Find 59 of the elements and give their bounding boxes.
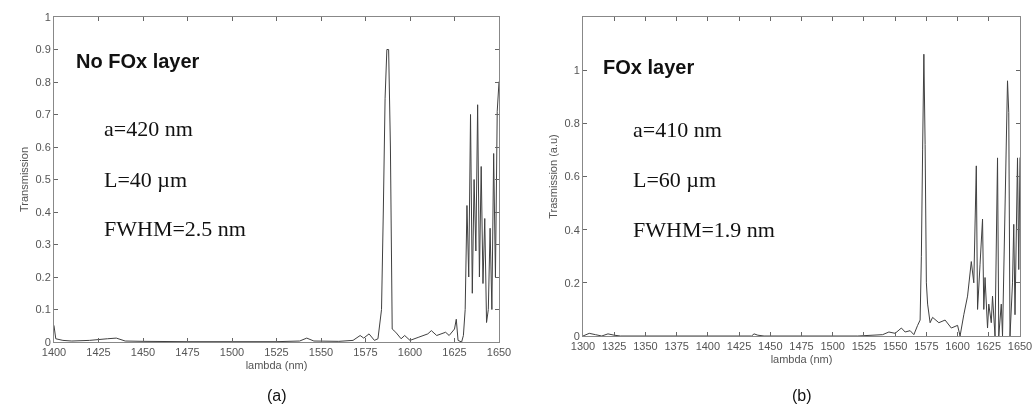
x-tick-label: 1650 [486, 346, 512, 359]
x-tick-label: 1550 [882, 340, 908, 353]
text: (b) [792, 387, 812, 404]
text: (a) [267, 387, 287, 404]
y-tick-label: 0 [44, 335, 51, 348]
annotation: a=410 nm [633, 117, 722, 142]
x-tick-label: 1400 [41, 346, 67, 359]
x-tick-label: 1475 [175, 346, 200, 359]
annotation: L=40 µm [104, 167, 188, 192]
annotation: FOx layer [603, 56, 695, 78]
x-tick-label: 1575 [914, 340, 939, 353]
x-tick-label: 1625 [442, 346, 467, 359]
y-tick-label: 0.7 [35, 108, 51, 121]
line-series [583, 53, 1020, 336]
y-tick-label: 0.8 [35, 75, 51, 88]
x-tick-label: 1475 [789, 340, 814, 353]
x-tick-label: 1500 [820, 340, 845, 353]
y-tick-label: 0 [573, 329, 580, 342]
y-tick-label: 0.4 [564, 223, 580, 236]
annotation: FWHM=1.9 nm [633, 217, 775, 242]
x-tick-label: 1600 [945, 340, 970, 353]
y-tick-label: 0.6 [35, 140, 51, 153]
x-tick-label: 1350 [633, 340, 658, 353]
y-tick-label: 0.3 [35, 238, 51, 251]
x-tick-label: 1575 [353, 346, 378, 359]
x-tick-label: 1450 [758, 340, 783, 353]
y-tick-label: 1 [44, 10, 51, 23]
x-tick-label: 1525 [851, 340, 877, 353]
annotation: a=420 nm [104, 116, 193, 141]
x-tick-label: 1525 [264, 346, 289, 359]
x-tick-label: 1550 [308, 346, 334, 359]
x-tick-label: 1625 [976, 340, 1002, 353]
x-tick-label: 1325 [601, 340, 627, 353]
y-tick-label: 0.4 [35, 205, 51, 218]
y-tick-label: 0.6 [564, 170, 580, 183]
x-tick-label: 1425 [86, 346, 111, 359]
x-tick-label: 1300 [570, 340, 596, 353]
y-tick-label: 0.9 [35, 43, 51, 56]
y-tick-label: 0.2 [564, 276, 580, 289]
y-axis-title: Transmission [18, 147, 31, 212]
y-tick-label: 1 [573, 64, 580, 77]
x-tick-label: 1500 [219, 346, 245, 359]
x-axis-title: lambda (nm) [770, 353, 833, 366]
x-tick-label: 1400 [695, 340, 721, 353]
x-tick-label: 1600 [397, 346, 423, 359]
x-tick-label: 1650 [1007, 340, 1033, 353]
y-tick-label: 0.5 [35, 173, 51, 186]
x-tick-label: 1375 [664, 340, 689, 353]
y-tick-label: 0.8 [564, 117, 580, 130]
x-tick-label: 1450 [130, 346, 156, 359]
annotation: FWHM=2.5 nm [104, 216, 246, 241]
annotation: No FOx layer [76, 50, 200, 72]
annotation: L=60 µm [633, 167, 717, 192]
y-axis-title: Trasmission (a.u) [547, 134, 560, 219]
x-tick-label: 1425 [726, 340, 752, 353]
y-tick-label: 0.2 [35, 270, 51, 283]
y-tick-label: 0.1 [35, 303, 51, 316]
x-axis-title: lambda (nm) [245, 359, 308, 372]
line-series [54, 49, 499, 342]
